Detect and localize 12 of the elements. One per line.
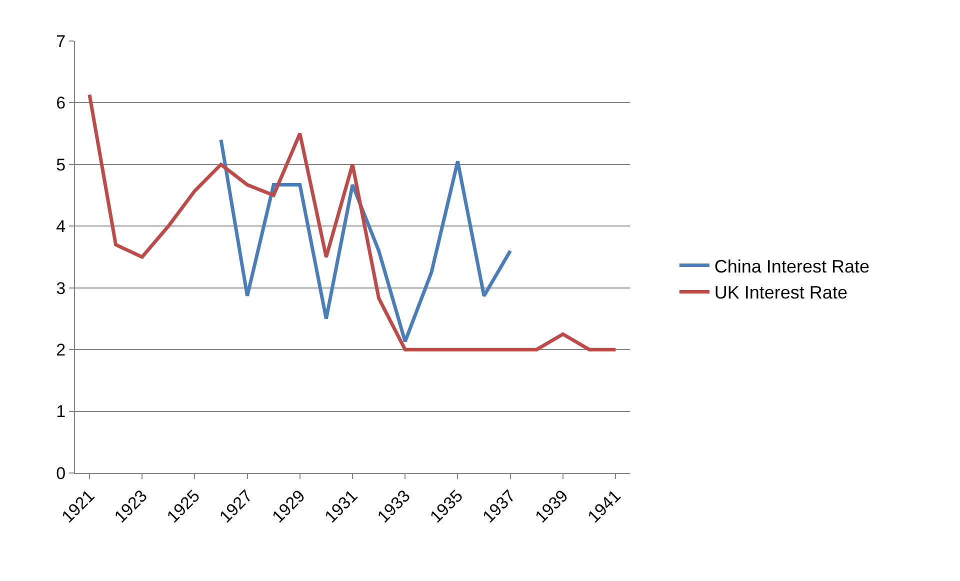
y-tick-label: 4 (56, 217, 66, 236)
y-tick-label: 5 (56, 155, 66, 174)
y-tick-label: 2 (56, 340, 66, 360)
legend-label: UK Interest Rate (714, 282, 848, 303)
legend-label: China Interest Rate (714, 256, 870, 276)
y-tick-label: 3 (56, 278, 66, 298)
line-series (88, 92, 618, 352)
y-tick-label: 0 (56, 464, 66, 483)
line-series (219, 138, 512, 344)
y-tick-label: 1 (56, 402, 66, 422)
y-tick-label: 6 (56, 94, 66, 113)
y-tick-label: 7 (56, 32, 66, 51)
